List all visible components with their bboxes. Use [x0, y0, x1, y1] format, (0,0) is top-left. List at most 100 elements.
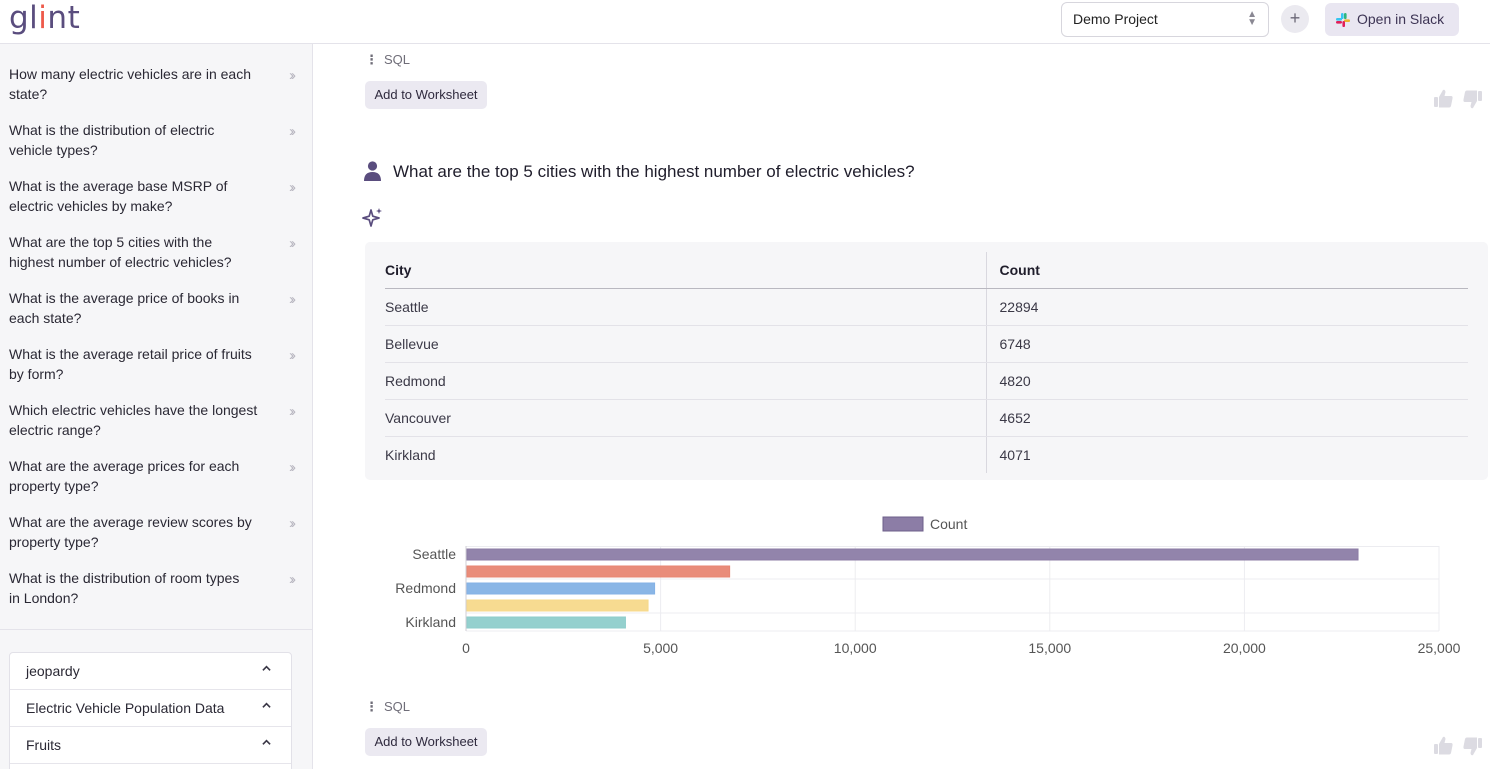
project-select-value: Demo Project [1073, 11, 1158, 27]
sidebar-question[interactable]: What are the average review scores by pro… [9, 512, 301, 552]
dataset-label: Fruits [26, 737, 61, 753]
question-line: What are the average review scores by [9, 514, 252, 530]
column-header-count[interactable]: Count [986, 252, 1468, 289]
thumbs-up-icon[interactable] [1434, 89, 1453, 108]
chevron-up-icon [262, 739, 271, 745]
sidebar-question[interactable]: What are the top 5 cities with the highes… [9, 232, 301, 272]
question-line: each state? [9, 310, 82, 326]
chevron-up-icon [262, 702, 271, 708]
bar-seattle [466, 548, 1359, 561]
bar-chart: 0 5,000 10,000 15,000 20,000 25,000 Seattle Red… [395, 516, 1461, 656]
kebab-icon: ⋮ [365, 52, 378, 67]
slack-icon [1336, 13, 1350, 27]
double-chevron-right-icon: ›› [289, 403, 296, 420]
y-tick-label: Redmond [395, 580, 456, 596]
cell-city: Redmond [385, 362, 987, 400]
question-line: highest number of electric vehicles? [9, 254, 232, 270]
project-select[interactable]: Demo Project ▲ ▼ [1061, 2, 1269, 37]
result-table: City Count Seattle 22894 Bellevue 6748 R… [385, 252, 1468, 473]
question-line: Which electric vehicles have the longest [9, 402, 258, 418]
add-to-worksheet-button[interactable]: Add to Worksheet [365, 728, 487, 756]
thumbs-up-icon[interactable] [1434, 736, 1453, 755]
cell-city: Vancouver [385, 399, 987, 437]
question-line: How many electric vehicles are in each [9, 66, 251, 82]
question-line: What is the distribution of room types [9, 570, 240, 586]
question-line: electric vehicles by make? [9, 198, 173, 214]
dataset-label: jeopardy [26, 663, 80, 679]
question-line: in London? [9, 590, 79, 606]
x-tick-label: 5,000 [643, 640, 678, 656]
legend-swatch [882, 516, 924, 532]
sidebar-question[interactable]: What is the average retail price of frui… [9, 344, 301, 384]
double-chevron-right-icon: ›› [289, 347, 296, 364]
cell-count: 22894 [986, 288, 1468, 326]
sidebar-question[interactable]: What is the average price of books in eac… [9, 288, 301, 328]
dataset-fruits[interactable]: Fruits [10, 727, 291, 764]
user-icon [364, 161, 381, 181]
question-line: What is the average base MSRP of [9, 178, 228, 194]
sidebar-question[interactable]: How many electric vehicles are in each st… [9, 64, 301, 104]
sidebar-question[interactable]: What is the distribution of electric vehi… [9, 120, 301, 160]
thumbs-down-icon[interactable] [1463, 90, 1482, 109]
x-tick-label: 25,000 [1418, 640, 1461, 656]
double-chevron-right-icon: ›› [289, 291, 296, 308]
question-line: property type? [9, 534, 99, 550]
sidebar-question[interactable]: What are the average prices for each prop… [9, 456, 301, 496]
cell-city: Seattle [385, 288, 987, 326]
add-to-worksheet-button[interactable]: Add to Worksheet [365, 81, 487, 109]
updown-chevron-icon: ▲ ▼ [1247, 9, 1257, 28]
feedback-icons [1434, 89, 1482, 109]
sql-label: SQL [384, 699, 411, 714]
x-tick-label: 20,000 [1223, 640, 1266, 656]
question-text: What are the top 5 cities with the highe… [393, 162, 915, 181]
question-line: What is the average price of books in [9, 290, 240, 306]
question-line: by form? [9, 366, 64, 382]
table-row: Bellevue 6748 [385, 325, 1468, 363]
sidebar-divider [0, 629, 312, 630]
dataset-list: jeopardy Electric Vehicle Population Dat… [9, 652, 292, 769]
sidebar-question[interactable]: What is the average base MSRP of electric… [9, 176, 301, 216]
cell-count: 4820 [986, 362, 1468, 400]
table-row: Vancouver 4652 [385, 399, 1468, 437]
kebab-icon: ⋮ [365, 699, 378, 714]
bar-vancouver [466, 599, 649, 612]
x-tick-label: 0 [462, 640, 470, 656]
sparkle-icon [362, 208, 382, 227]
sql-toggle[interactable]: ⋮ SQL [365, 52, 410, 68]
double-chevron-right-icon: ›› [289, 571, 296, 588]
cell-city: Bellevue [385, 325, 987, 363]
bar-redmond [466, 582, 656, 595]
thumbs-down-icon[interactable] [1463, 737, 1482, 756]
question-line: What is the average retail price of frui… [9, 346, 252, 362]
double-chevron-right-icon: ›› [289, 459, 296, 476]
y-tick-label: Kirkland [405, 614, 456, 630]
question-line: state? [9, 86, 48, 102]
double-chevron-right-icon: ›› [289, 67, 296, 84]
table-row: Kirkland 4071 [385, 436, 1468, 473]
sidebar-question[interactable]: What is the distribution of room types in… [9, 568, 301, 608]
y-tick-label: Seattle [412, 546, 456, 562]
double-chevron-right-icon: ›› [289, 179, 296, 196]
question-line: property type? [9, 478, 99, 494]
table-header-row: City Count [385, 252, 1468, 289]
sidebar: How many electric vehicles are in each st… [0, 44, 313, 769]
result-table-card: City Count Seattle 22894 Bellevue 6748 R… [365, 242, 1488, 480]
table-row: Redmond 4820 [385, 362, 1468, 400]
top-bar: glint Demo Project ▲ ▼ + Open in Slack [0, 0, 1490, 44]
question-line: What are the average prices for each [9, 458, 240, 474]
question-line: vehicle types? [9, 142, 98, 158]
dataset-jeopardy[interactable]: jeopardy [10, 653, 291, 690]
dataset-electric-vehicles[interactable]: Electric Vehicle Population Data [10, 690, 291, 727]
legend-label: Count [930, 516, 967, 532]
sql-toggle[interactable]: ⋮ SQL [365, 699, 410, 715]
sidebar-question[interactable]: Which electric vehicles have the longest… [9, 400, 301, 440]
glint-logo[interactable]: glint [9, 0, 81, 36]
column-header-city[interactable]: City [385, 252, 987, 289]
cell-count: 4071 [999, 446, 1031, 463]
open-in-slack-label: Open in Slack [1357, 11, 1445, 27]
double-chevron-right-icon: ›› [289, 235, 296, 252]
add-project-button[interactable]: + [1281, 5, 1309, 33]
question-line: What is the distribution of electric [9, 122, 215, 138]
open-in-slack-button[interactable]: Open in Slack [1325, 3, 1459, 36]
cell-city: Kirkland [385, 436, 987, 473]
